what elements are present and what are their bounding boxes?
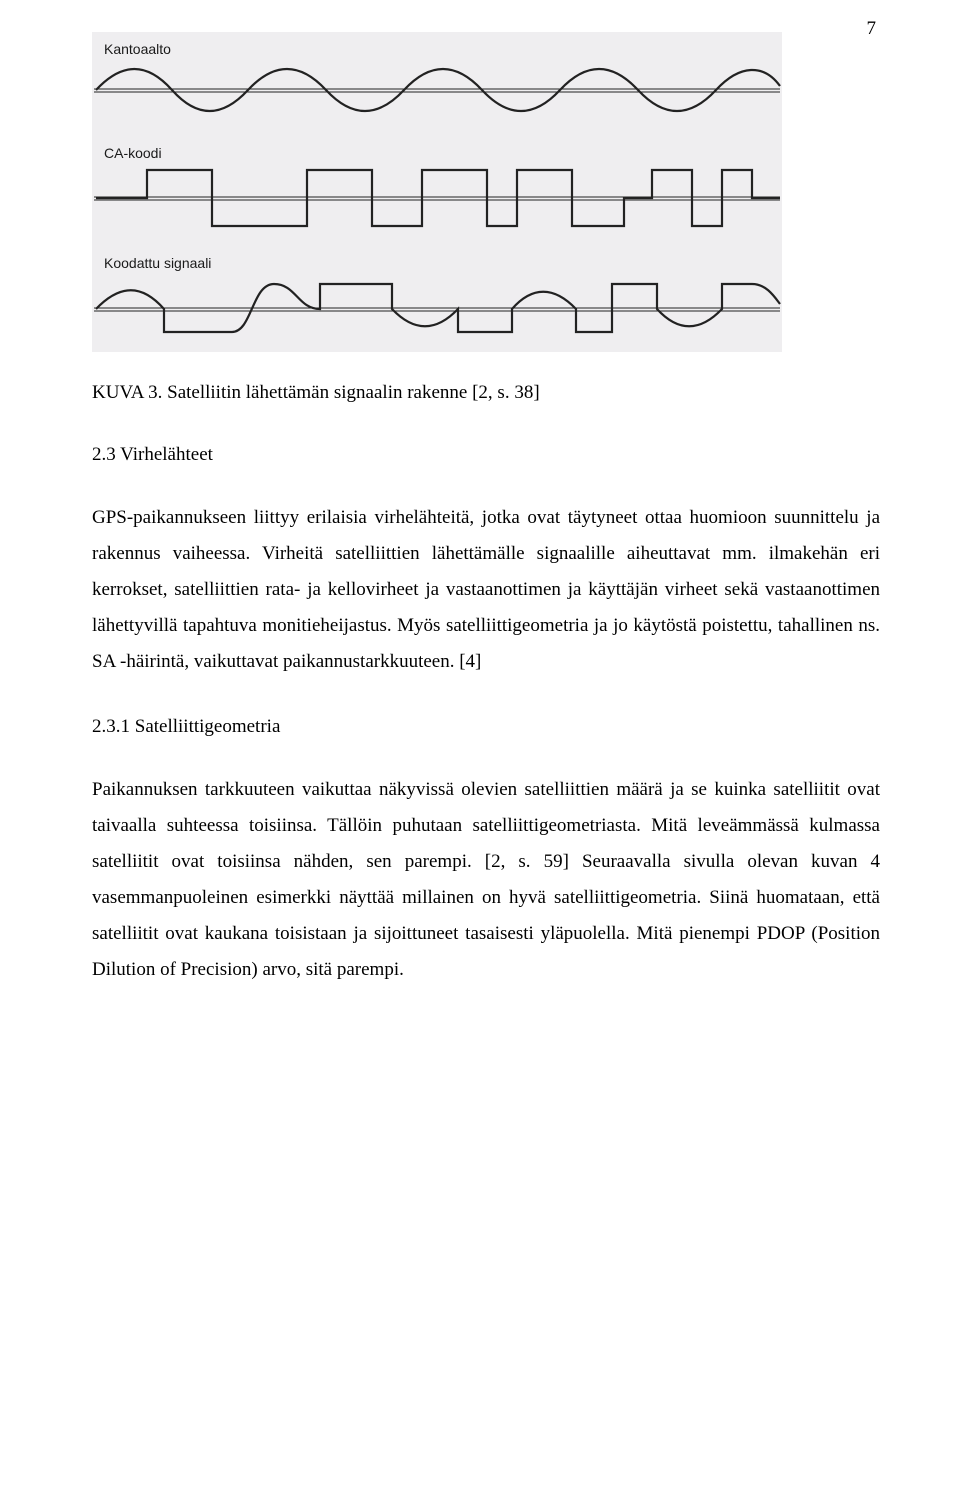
figure-caption: KUVA 3. Satelliitin lähettämän signaalin… <box>92 382 880 404</box>
paragraph-sat-geometry: Paikannuksen tarkkuuteen vaikuttaa näkyv… <box>92 772 880 988</box>
figure-label-code: CA-koodi <box>104 145 162 161</box>
page-number: 7 <box>867 18 877 40</box>
figure-label-encoded: Koodattu signaali <box>104 255 211 271</box>
figure-label-carrier: Kantoaalto <box>104 41 171 57</box>
heading-2-3: 2.3 Virhelähteet <box>92 444 880 466</box>
heading-2-3-1: 2.3.1 Satelliittigeometria <box>92 716 880 738</box>
figure-signal-structure: Kantoaalto CA-koodi Koodattu signaali <box>92 32 782 352</box>
paragraph-error-sources: GPS-paikannukseen liittyy erilaisia virh… <box>92 500 880 680</box>
